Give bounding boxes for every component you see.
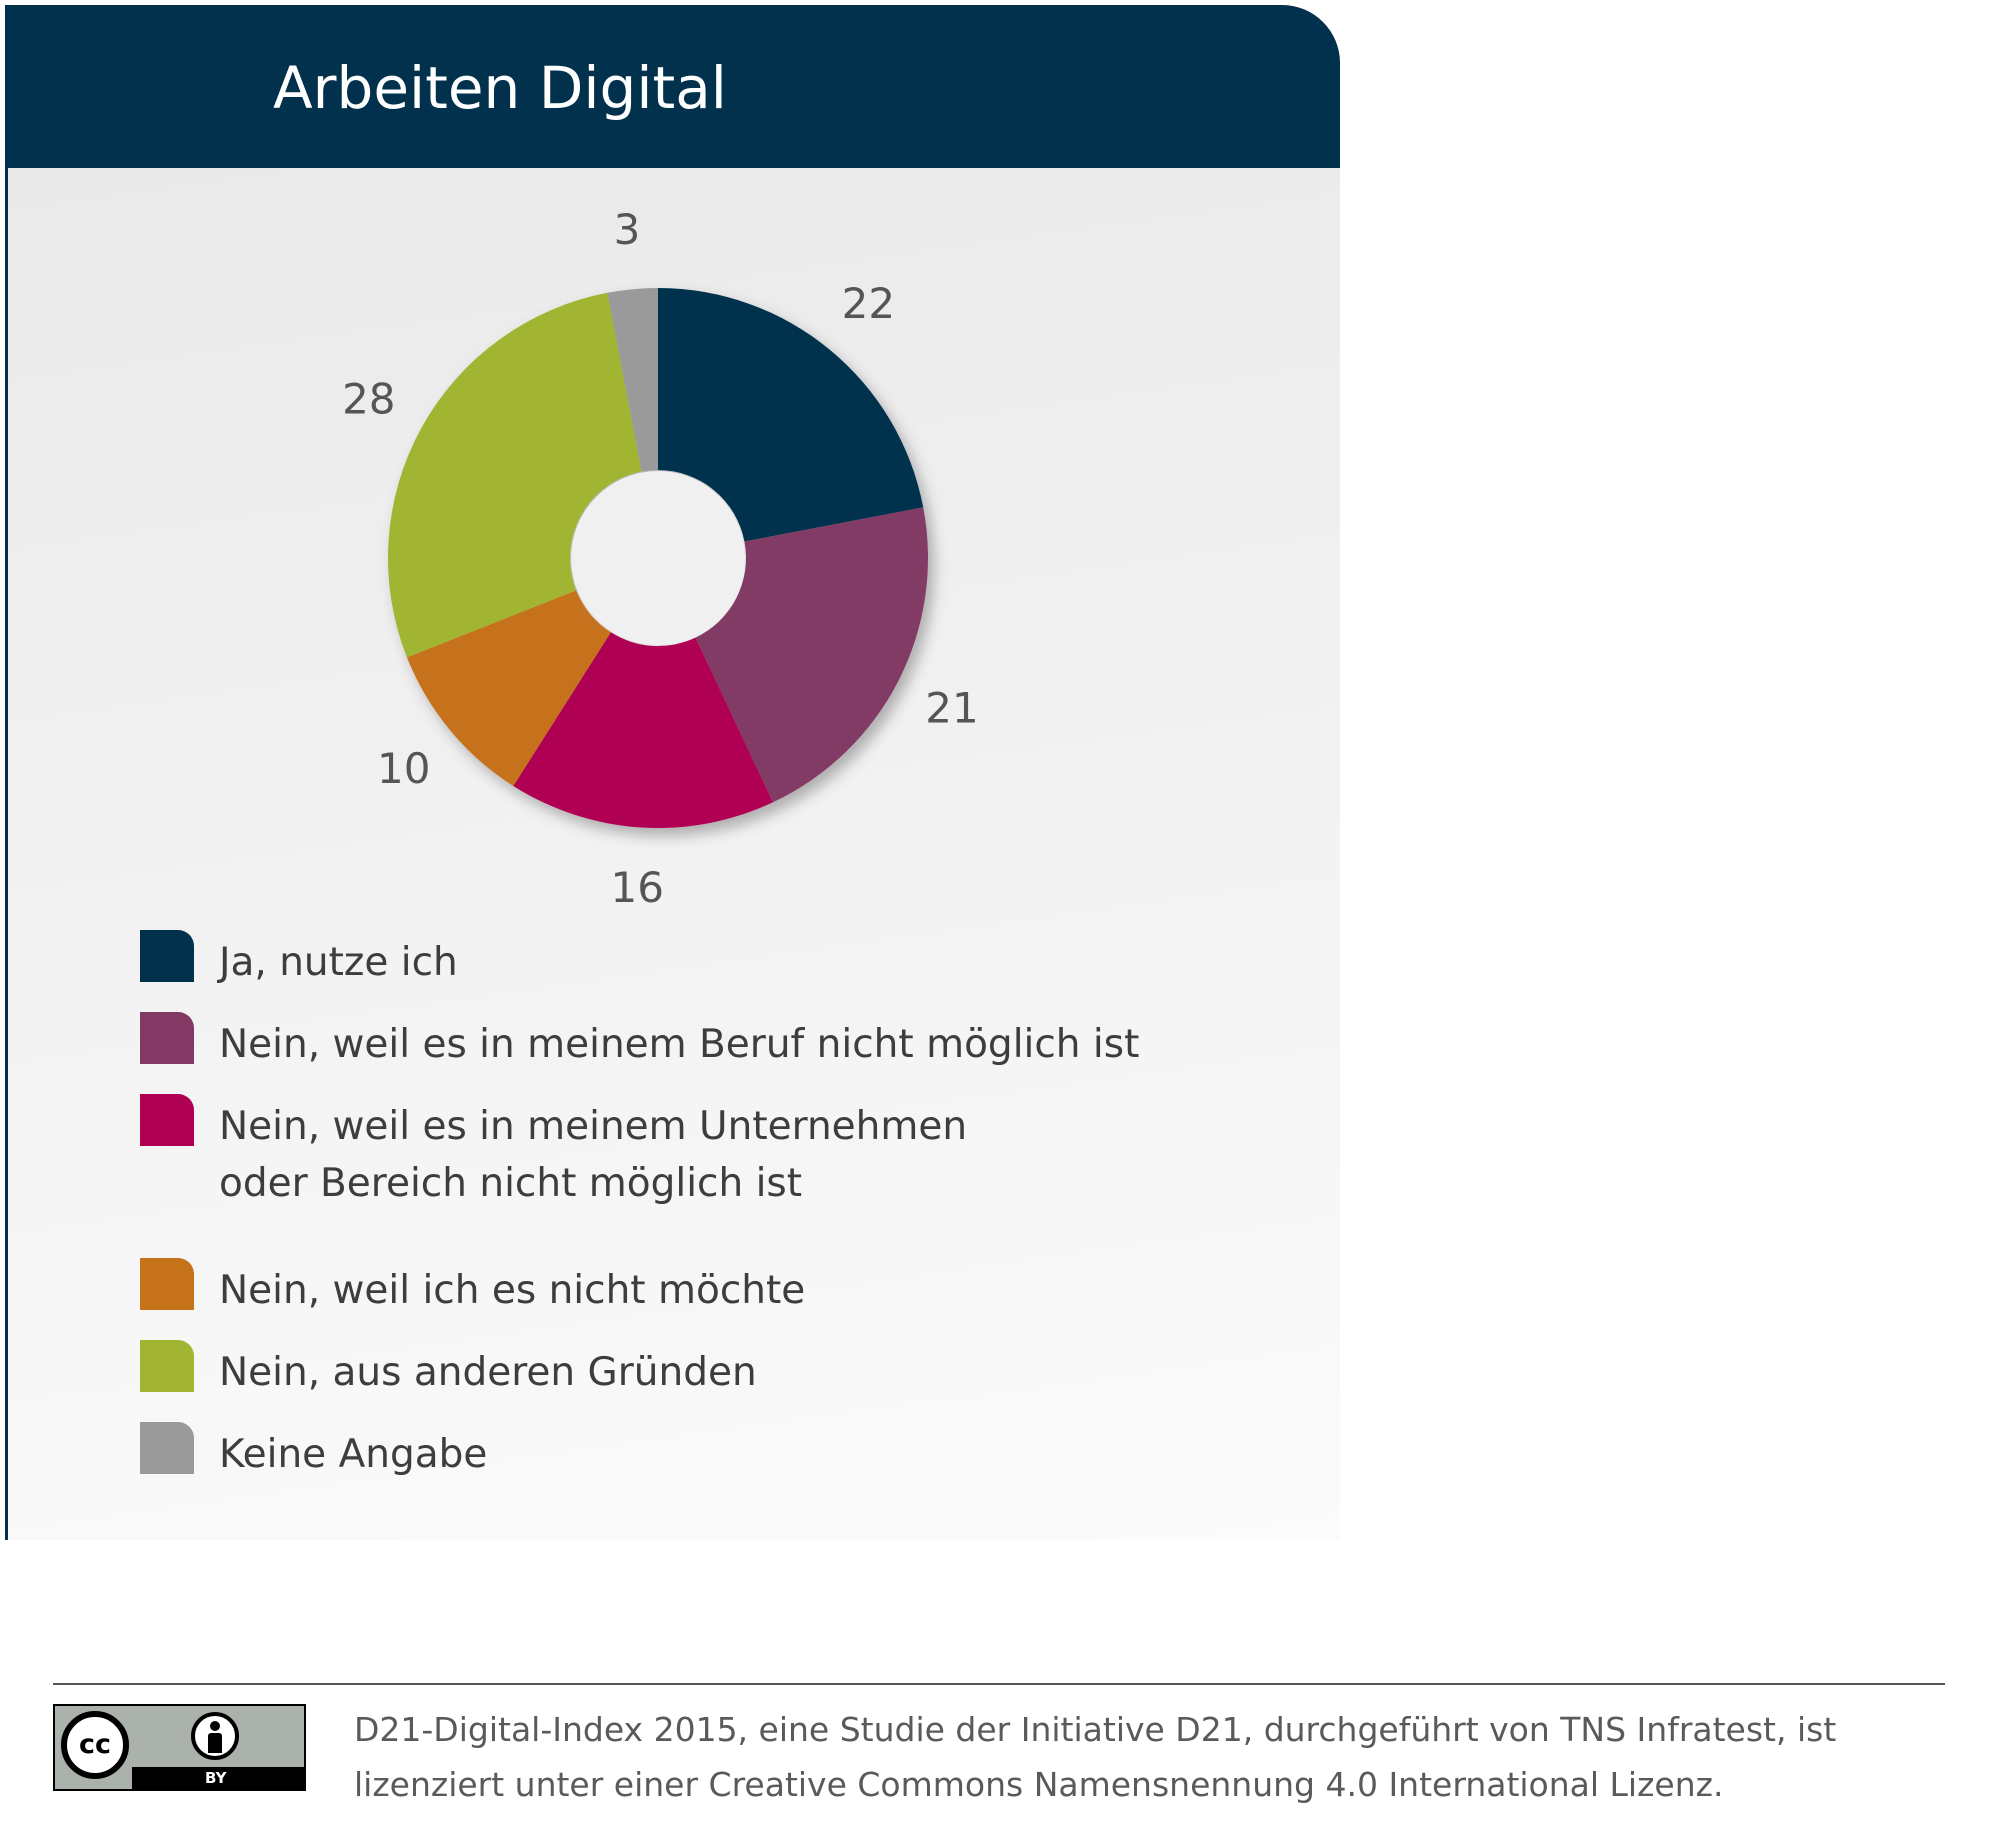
by-label: BY [205, 1769, 227, 1787]
donut-slice-2 [695, 507, 928, 803]
chart-card: Arbeiten Digital [5, 5, 1340, 1540]
legend-swatch [140, 1258, 194, 1310]
slice-value-label-2: 21 [925, 683, 978, 732]
legend-label: Nein, aus anderen Gründen [219, 1350, 757, 1395]
cc-icon: cc [61, 1711, 129, 1779]
legend-label: Ja, nutze ich [219, 940, 458, 985]
donut-value-labels: 22 21 16 10 28 3 [342, 205, 979, 912]
donut-slice-4 [406, 590, 611, 786]
slice-value-label-1: 22 [842, 279, 895, 328]
legend-label: Nein, weil es in meinem Beruf nicht mögl… [219, 1022, 1140, 1067]
legend-swatch [140, 1094, 194, 1146]
slice-value-label-4: 10 [377, 744, 430, 793]
creative-commons-by-icon: cc BY [53, 1704, 306, 1791]
chart-title: Arbeiten Digital [273, 54, 727, 122]
donut-slices [388, 288, 928, 828]
legend-swatch [140, 1422, 194, 1474]
by-strip [132, 1767, 306, 1789]
donut-slice-6 [607, 288, 658, 472]
legend-label: Nein, weil ich es nicht möchte [219, 1268, 806, 1313]
legend-label: Nein, weil es in meinem Unternehmen oder… [219, 1104, 968, 1206]
card-header: Arbeiten Digital [5, 5, 1340, 168]
slice-value-label-3: 16 [611, 863, 664, 912]
slice-value-label-6: 3 [614, 205, 641, 254]
legend-swatch [140, 930, 194, 982]
legend-swatch [140, 1340, 194, 1392]
donut-slice-3 [513, 632, 773, 828]
slice-value-label-5: 28 [342, 375, 395, 424]
legend-swatch [140, 1012, 194, 1064]
donut-slice-5 [388, 292, 642, 658]
license-text: D21-Digital-Index 2015, eine Studie der … [354, 1710, 1837, 1804]
legend-label: Keine Angabe [219, 1432, 488, 1477]
donut-hole [571, 471, 745, 645]
donut-slice-1 [658, 288, 924, 542]
footer-divider [53, 1683, 1945, 1685]
attribution-person-icon [191, 1712, 239, 1760]
